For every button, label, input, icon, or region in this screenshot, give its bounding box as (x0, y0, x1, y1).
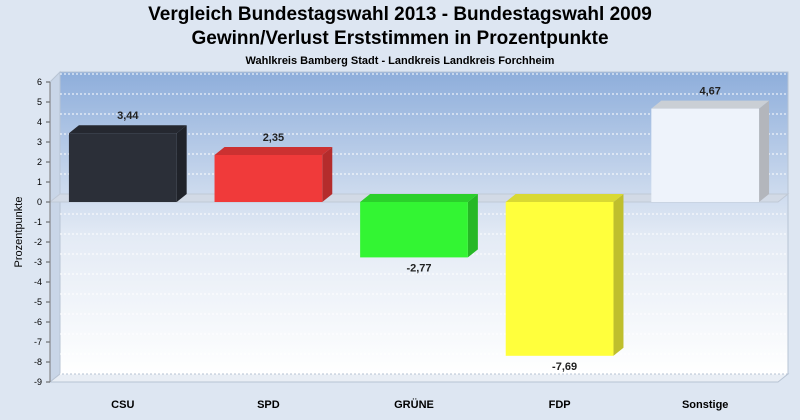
bar-side (613, 194, 624, 356)
y-tick-label: 4 (37, 117, 42, 127)
bar-top (214, 147, 333, 155)
y-tick-label: 1 (37, 177, 42, 187)
chart-region-subtitle: Wahlkreis Bamberg Stadt - Landkreis Land… (245, 55, 555, 67)
bar-front (505, 202, 614, 356)
bar-top (360, 194, 478, 202)
bar-front (360, 202, 468, 258)
y-tick-label: -2 (34, 237, 42, 247)
bar-top (68, 125, 187, 134)
plot-floor (48, 373, 790, 383)
y-tick-label: -5 (34, 297, 42, 307)
x-tick-label: SPD (257, 399, 280, 411)
chart-subtitle: Gewinn/Verlust Erststimmen in Prozentpun… (191, 28, 609, 49)
y-tick-label: 6 (37, 77, 42, 87)
bar-spd (214, 147, 333, 202)
bar-front (651, 108, 760, 202)
value-label: -7,69 (552, 361, 577, 373)
plot-side-wall (49, 70, 61, 384)
y-tick-label: 2 (37, 157, 42, 167)
y-tick-label: -1 (34, 217, 42, 227)
y-tick-label: -8 (34, 357, 42, 367)
bar-grüne (360, 194, 478, 258)
bar-top (505, 194, 624, 202)
chart-title: Vergleich Bundestagswahl 2013 - Bundesta… (148, 4, 652, 25)
x-tick-label: GRÜNE (394, 398, 434, 411)
y-axis-label: Prozentpunkte (13, 197, 25, 268)
y-tick-label: -7 (34, 337, 42, 347)
value-label: -2,77 (406, 262, 431, 274)
x-tick-label: FDP (549, 399, 571, 411)
y-tick-label: -4 (34, 277, 42, 287)
bar-front (68, 133, 177, 202)
y-tick-label: -3 (34, 257, 42, 267)
bar-top (651, 100, 770, 109)
bar-csu (68, 125, 187, 202)
value-label: 3,44 (117, 110, 139, 122)
y-tick-label: 5 (37, 97, 42, 107)
bar-sonstige (651, 100, 770, 202)
y-tick-label: 3 (37, 137, 42, 147)
y-tick-label: -6 (34, 317, 42, 327)
value-label: 4,67 (699, 86, 720, 98)
bar-side (176, 125, 187, 202)
value-label: 2,35 (263, 132, 284, 144)
y-tick-label: 0 (37, 197, 42, 207)
bar-side (759, 100, 770, 202)
bar-fdp (505, 194, 624, 356)
bar-side (467, 194, 478, 258)
bar-side (322, 147, 333, 202)
x-tick-label: CSU (111, 399, 134, 411)
bar-front (214, 155, 323, 202)
y-tick-label: -9 (34, 377, 42, 387)
x-tick-label: Sonstige (682, 399, 728, 411)
